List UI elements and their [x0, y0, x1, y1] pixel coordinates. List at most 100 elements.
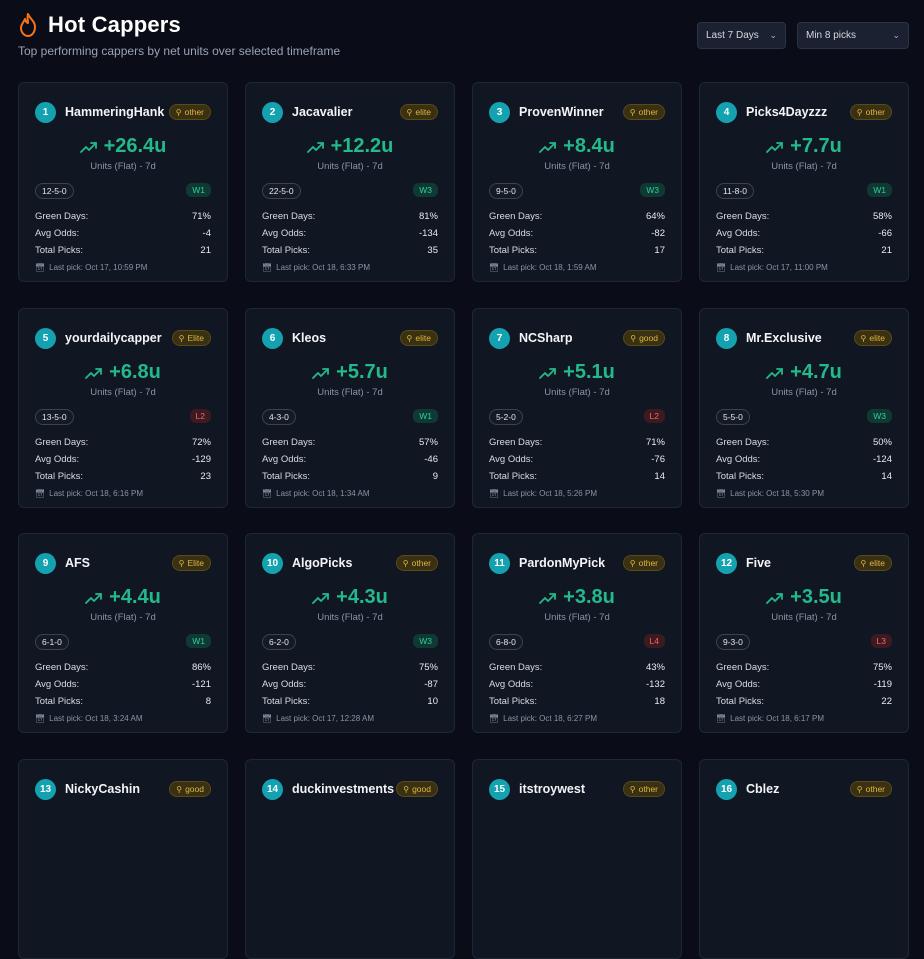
capper-name[interactable]: PardonMyPick	[519, 556, 606, 570]
calendar-icon: 📅︎	[716, 489, 727, 498]
stat-value: 86%	[191, 662, 211, 673]
capper-name[interactable]: Five	[746, 556, 772, 570]
trophy-icon: ⚲	[630, 333, 637, 343]
capper-card[interactable]: 13 NickyCashin ⚲ good	[18, 759, 228, 959]
units-label: Units (Flat) - 7d	[771, 161, 837, 172]
tier-label: Elite	[187, 558, 204, 568]
card-header: 9 AFS ⚲ Elite	[35, 552, 211, 574]
net-units: +5.7u	[246, 361, 454, 384]
stat-label: Green Days:	[262, 437, 316, 448]
stat-label: Total Picks:	[262, 245, 311, 256]
tier-badge: ⚲ other	[622, 781, 665, 797]
stat-value: 71%	[191, 211, 211, 222]
stat-label: Total Picks:	[35, 471, 84, 482]
stat-green-days: Green Days: 71%	[489, 434, 665, 451]
last-pick: 📅︎ Last pick: Oct 17, 10:59 PM	[35, 263, 147, 272]
capper-name[interactable]: NickyCashin	[65, 782, 141, 796]
stat-label: Total Picks:	[262, 696, 311, 707]
capper-stats: Green Days: 81% Avg Odds: -134 Total Picks: 3…	[262, 208, 438, 259]
record-pill: 13-5-0	[35, 409, 74, 425]
capper-card[interactable]: 7 NCSharp ⚲ good +5.1u Units (Flat) - 7d 5-2-0…	[472, 308, 682, 508]
last-pick: 📅︎ Last pick: Oct 18, 6:27 PM	[489, 714, 597, 723]
tier-badge: ⚲ elite	[853, 555, 892, 571]
calendar-icon: 📅︎	[716, 263, 727, 272]
tier-label: elite	[869, 333, 885, 343]
stat-label: Total Picks:	[262, 471, 311, 482]
stat-green-days: Green Days: 43%	[489, 659, 665, 676]
stat-avg-odds: Avg Odds: -134	[262, 225, 438, 242]
capper-card[interactable]: 2 Jacavalier ⚲ elite +12.2u Units (Flat) - 7d…	[245, 82, 455, 282]
trophy-icon: ⚲	[856, 107, 863, 117]
capper-name[interactable]: yourdailycapper	[65, 331, 162, 345]
capper-card[interactable]: 15 itstroywest ⚲ other	[472, 759, 682, 959]
capper-name[interactable]: Picks4Dayzzz	[746, 105, 828, 119]
capper-name[interactable]: Cblez	[746, 782, 780, 796]
capper-card[interactable]: 11 PardonMyPick ⚲ other +3.8u Units (Flat) - …	[472, 533, 682, 733]
stat-label: Total Picks:	[489, 471, 538, 482]
capper-name[interactable]: AlgoPicks	[292, 556, 353, 570]
units-label: Units (Flat) - 7d	[544, 612, 610, 623]
tier-badge: ⚲ good	[623, 330, 665, 346]
capper-name[interactable]: NCSharp	[519, 331, 573, 345]
calendar-icon: 📅︎	[262, 714, 273, 723]
capper-name[interactable]: itstroywest	[519, 782, 585, 796]
rank-badge: 3	[489, 101, 510, 123]
card-header: 15 itstroywest ⚲ other	[489, 778, 665, 800]
net-units-value: +26.4u	[103, 135, 167, 157]
stat-value: -4	[202, 228, 211, 239]
stat-avg-odds: Avg Odds: -87	[262, 676, 438, 693]
stat-label: Total Picks:	[716, 245, 765, 256]
capper-card[interactable]: 9 AFS ⚲ Elite +4.4u Units (Flat) - 7d 6-1-0 W1 G…	[18, 533, 228, 733]
capper-name[interactable]: ProvenWinner	[519, 105, 604, 119]
net-units-value: +8.4u	[563, 135, 615, 157]
capper-card[interactable]: 5 yourdailycapper ⚲ Elite +6.8u Units (Flat) …	[18, 308, 228, 508]
net-units-value: +3.5u	[790, 586, 842, 608]
capper-name[interactable]: HammeringHank	[65, 105, 165, 119]
streak-badge: W1	[186, 183, 211, 197]
capper-card[interactable]: 16 Cblez ⚲ other	[699, 759, 909, 959]
capper-name[interactable]: Mr.Exclusive	[746, 331, 822, 345]
trophy-icon: ⚲	[178, 333, 185, 343]
capper-card[interactable]: 4 Picks4Dayzzz ⚲ other +7.7u Units (Flat) - 7…	[699, 82, 909, 282]
page-subtitle: Top performing cappers by net units over…	[18, 44, 341, 58]
card-header: 14 duckinvestments ⚲ good	[262, 778, 438, 800]
rank-badge: 12	[716, 552, 737, 574]
stat-label: Green Days:	[716, 662, 770, 673]
rank-badge: 8	[716, 327, 737, 349]
capper-name[interactable]: Kleos	[292, 331, 327, 345]
stat-label: Green Days:	[35, 211, 89, 222]
net-units-value: +5.1u	[563, 361, 615, 383]
net-units: +26.4u	[19, 135, 227, 158]
calendar-icon: 📅︎	[489, 263, 500, 272]
timeframe-select[interactable]: Last 7 Days ⌄	[697, 22, 786, 49]
streak-badge: W1	[413, 409, 438, 423]
calendar-icon: 📅︎	[262, 263, 273, 272]
tier-badge: ⚲ good	[169, 781, 211, 797]
capper-card[interactable]: 3 ProvenWinner ⚲ other +8.4u Units (Flat) - 7…	[472, 82, 682, 282]
capper-card[interactable]: 14 duckinvestments ⚲ good	[245, 759, 455, 959]
capper-card[interactable]: 12 Five ⚲ elite +3.5u Units (Flat) - 7d 9-3-0 L…	[699, 533, 909, 733]
calendar-icon: 📅︎	[489, 489, 500, 498]
trending-up-icon	[766, 592, 784, 604]
capper-card[interactable]: 8 Mr.Exclusive ⚲ elite +4.7u Units (Flat) - 7…	[699, 308, 909, 508]
stat-label: Avg Odds:	[35, 228, 80, 239]
trending-up-icon	[85, 592, 103, 604]
capper-name[interactable]: Jacavalier	[292, 105, 353, 119]
capper-name[interactable]: AFS	[65, 556, 90, 570]
capper-card[interactable]: 10 AlgoPicks ⚲ other +4.3u Units (Flat) - 7d 6…	[245, 533, 455, 733]
capper-card[interactable]: 6 Kleos ⚲ elite +5.7u Units (Flat) - 7d 4-3-0 W…	[245, 308, 455, 508]
tier-label: other	[638, 558, 658, 568]
stat-avg-odds: Avg Odds: -119	[716, 676, 892, 693]
capper-name[interactable]: duckinvestments	[292, 782, 395, 796]
stat-label: Green Days:	[489, 662, 543, 673]
capper-card[interactable]: 1 HammeringHank ⚲ other +26.4u Units (Flat) -…	[18, 82, 228, 282]
min-picks-select[interactable]: Min 8 picks ⌄	[797, 22, 909, 49]
calendar-icon: 📅︎	[716, 714, 727, 723]
last-pick-text: Last pick: Oct 18, 6:27 PM	[503, 714, 597, 723]
record-pill: 22-5-0	[262, 183, 301, 199]
stat-green-days: Green Days: 72%	[35, 434, 211, 451]
stat-value: -121	[191, 679, 211, 690]
units-label: Units (Flat) - 7d	[544, 387, 610, 398]
min-picks-value: Min 8 picks	[806, 30, 857, 41]
trending-up-icon	[79, 141, 97, 153]
